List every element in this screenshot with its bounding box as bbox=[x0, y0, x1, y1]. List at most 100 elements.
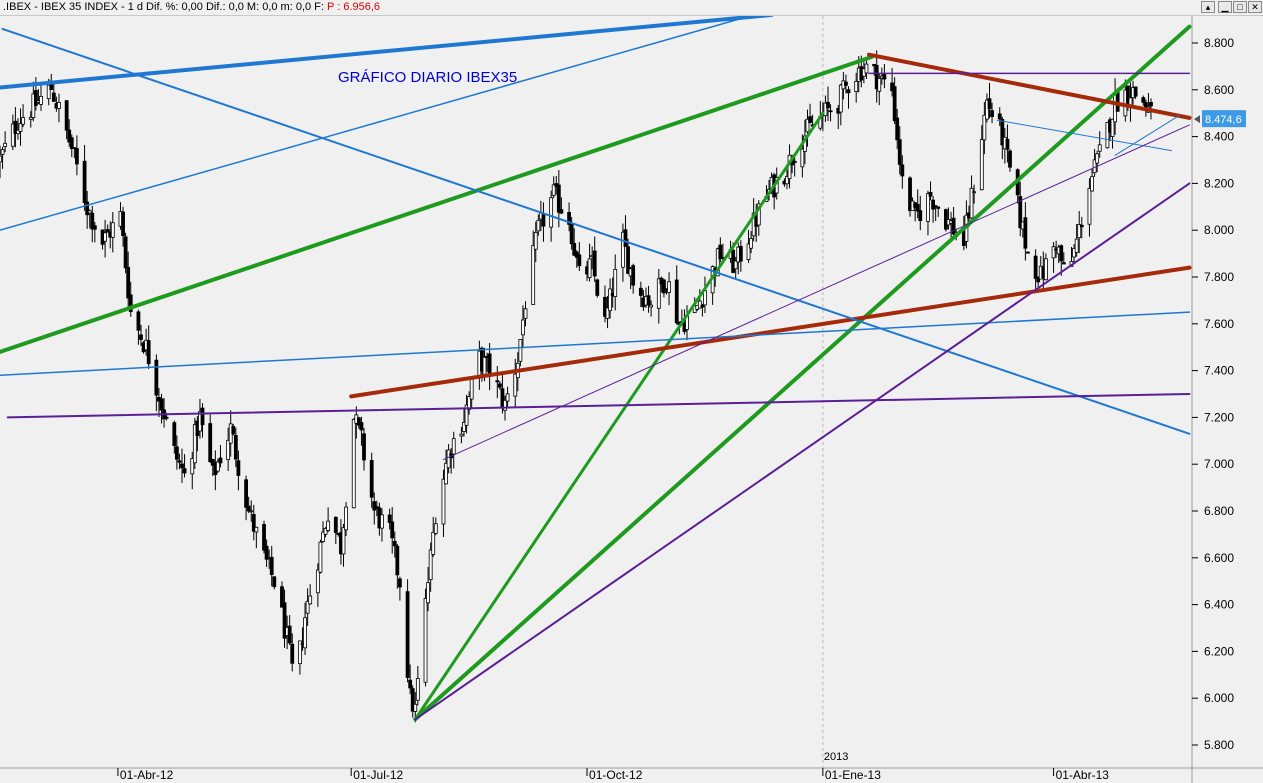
candle-body bbox=[16, 129, 20, 135]
candle-body bbox=[895, 117, 900, 141]
candle bbox=[246, 496, 251, 513]
candle-body bbox=[390, 521, 395, 539]
candle-body bbox=[280, 586, 284, 608]
candle bbox=[1095, 150, 1100, 173]
candle-body bbox=[828, 110, 833, 113]
price-tick-label: 8.000 bbox=[1204, 223, 1234, 237]
candle-body bbox=[674, 279, 679, 324]
candle bbox=[39, 85, 43, 111]
close-button[interactable]: ✕ bbox=[1248, 1, 1262, 13]
candle-body bbox=[667, 281, 671, 293]
scroll-up-button[interactable]: ▴ bbox=[1201, 1, 1215, 13]
candle-body bbox=[177, 460, 182, 463]
candle bbox=[0, 145, 2, 179]
candle bbox=[572, 228, 577, 257]
trend-line-purple bbox=[414, 182, 1191, 721]
candle-body bbox=[251, 514, 256, 532]
candle-body bbox=[838, 84, 843, 113]
candle-body bbox=[1090, 176, 1094, 192]
candle-body bbox=[174, 446, 179, 460]
candle bbox=[446, 444, 451, 474]
candle bbox=[838, 83, 843, 126]
candle bbox=[1059, 244, 1064, 276]
candle-body bbox=[392, 540, 397, 547]
candle-body bbox=[67, 129, 72, 143]
candle bbox=[103, 219, 108, 258]
candle bbox=[982, 102, 987, 155]
candle-body bbox=[467, 396, 472, 410]
candle bbox=[290, 633, 295, 672]
candle bbox=[372, 492, 377, 525]
candle bbox=[626, 238, 630, 275]
trend-line-brown bbox=[867, 52, 1192, 120]
candle-body bbox=[351, 418, 356, 509]
candle bbox=[136, 309, 141, 345]
candle bbox=[315, 563, 320, 607]
candle-body bbox=[756, 203, 761, 226]
candle bbox=[305, 588, 310, 626]
candle bbox=[236, 450, 241, 491]
candle-body bbox=[621, 231, 625, 268]
candle bbox=[1043, 253, 1048, 281]
candle-body bbox=[1051, 246, 1056, 259]
candle bbox=[536, 214, 541, 236]
candle bbox=[826, 86, 830, 121]
candle-body bbox=[298, 640, 302, 665]
candle-body bbox=[1059, 245, 1064, 262]
candle bbox=[749, 231, 753, 254]
candle bbox=[21, 104, 25, 128]
candle bbox=[28, 111, 33, 128]
candle-body bbox=[823, 102, 828, 117]
candle bbox=[926, 190, 930, 236]
candle bbox=[1026, 251, 1030, 254]
last-price-label: 8.474,6 bbox=[1205, 114, 1242, 126]
candle bbox=[933, 205, 938, 222]
candle bbox=[87, 209, 92, 229]
candle-body bbox=[733, 260, 738, 270]
candle-body bbox=[0, 149, 5, 155]
candle-body bbox=[39, 95, 43, 105]
candle bbox=[159, 393, 164, 424]
candle-body bbox=[110, 222, 115, 238]
candle bbox=[287, 615, 292, 646]
trend-line-blue bbox=[1114, 115, 1180, 156]
candle-body bbox=[231, 426, 236, 435]
candle bbox=[895, 108, 900, 150]
candle bbox=[308, 584, 313, 605]
trend-line-blue bbox=[0, 16, 774, 90]
candle-body bbox=[523, 308, 528, 319]
candle bbox=[126, 251, 131, 310]
candle-body bbox=[800, 148, 805, 168]
candle-body bbox=[979, 139, 984, 191]
candle bbox=[608, 278, 612, 319]
candle-body bbox=[897, 139, 902, 165]
candle bbox=[323, 526, 328, 538]
window-title: .IBEX - IBEX 35 INDEX - 1 d Dif. %: 0,00… bbox=[3, 0, 380, 15]
candle-body bbox=[262, 524, 266, 551]
candle-body bbox=[10, 123, 15, 147]
candle-body bbox=[990, 110, 994, 117]
candle bbox=[280, 581, 284, 608]
trend-line-green bbox=[0, 55, 874, 354]
candle bbox=[621, 223, 625, 282]
candle-body bbox=[513, 373, 518, 397]
candle-body bbox=[82, 160, 87, 204]
minimize-button[interactable]: ▁ bbox=[1218, 1, 1232, 13]
candle-body bbox=[33, 90, 38, 106]
candle bbox=[387, 508, 392, 530]
candle-body bbox=[287, 625, 292, 644]
candle bbox=[823, 95, 828, 122]
candle bbox=[92, 221, 97, 243]
candle-body bbox=[900, 164, 905, 177]
maximize-button[interactable]: □ bbox=[1233, 1, 1247, 13]
candle-body bbox=[246, 505, 251, 512]
window-titlebar: .IBEX - IBEX 35 INDEX - 1 d Dif. %: 0,00… bbox=[0, 0, 1263, 16]
candle bbox=[915, 189, 920, 219]
candle-body bbox=[103, 232, 108, 242]
date-axis: 01-Abr-12 01-Jul-12 01-Oct-12 01-Ene-13 01-A… bbox=[117, 768, 1109, 782]
candle-body bbox=[87, 210, 92, 214]
candle bbox=[595, 278, 600, 298]
candle-body bbox=[572, 243, 577, 256]
candle-body bbox=[462, 421, 466, 432]
candle-body bbox=[159, 398, 164, 411]
